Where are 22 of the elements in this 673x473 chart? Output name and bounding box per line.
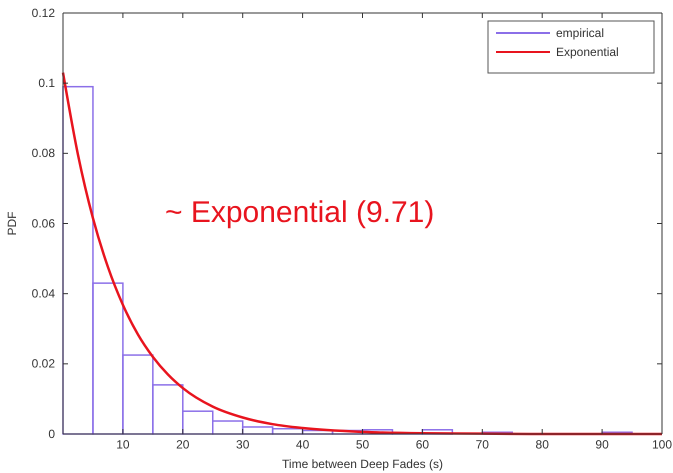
legend-label: Exponential — [556, 45, 619, 59]
x-tick-label: 20 — [176, 438, 190, 452]
legend-label: empirical — [556, 26, 604, 40]
annotation: ~ Exponential (9.71) — [165, 196, 434, 229]
x-tick-label: 30 — [236, 438, 250, 452]
x-tick-label: 40 — [296, 438, 310, 452]
x-tick-label: 90 — [595, 438, 610, 452]
x-tick-label: 70 — [476, 438, 490, 452]
x-tick-label: 80 — [536, 438, 550, 452]
y-tick-label: 0.04 — [32, 286, 56, 301]
x-tick-label: 50 — [356, 438, 370, 452]
y-tick-label: 0.06 — [32, 216, 56, 230]
x-tick-label: 10 — [116, 438, 130, 452]
y-tick-label: 0.12 — [32, 6, 56, 20]
y-tick-label: 0.02 — [32, 356, 56, 371]
y-axis-title: PDF — [5, 212, 19, 236]
y-tick-label: 0 — [48, 426, 56, 441]
x-tick-label: 60 — [416, 438, 430, 452]
x-tick-label: 100 — [652, 438, 672, 452]
x-axis-title: Time between Deep Fades (s) — [282, 457, 443, 471]
y-tick-label: 0.08 — [32, 146, 56, 160]
y-tick-label: 0.1 — [38, 76, 56, 90]
